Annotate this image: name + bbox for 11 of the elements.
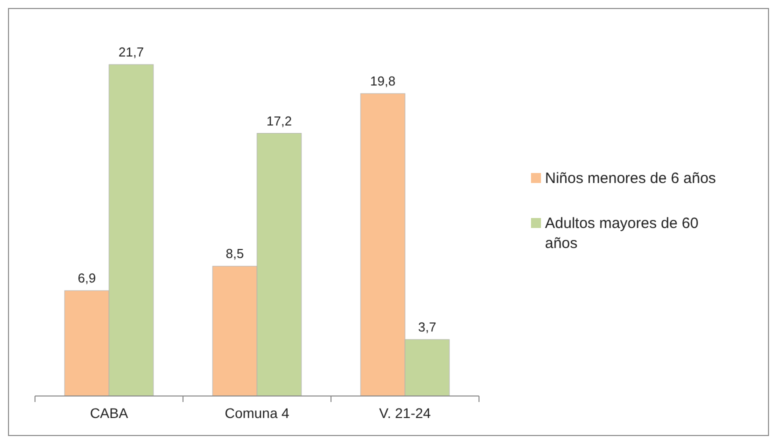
data-label: 17,2 [266,113,292,128]
data-label: 6,9 [78,270,96,286]
data-label: 19,8 [370,74,396,89]
data-label: 21,7 [118,44,144,60]
legend-label: Adultos mayores de 60 años [545,215,698,252]
data-label: 3,7 [418,319,436,334]
x-tick-label: CABA [90,405,129,421]
x-tick-label: V. 21-24 [379,405,432,421]
data-label: 8,5 [226,246,244,262]
legend-label: Niños menores de 6 años [545,170,716,187]
x-tick-label: Comuna 4 [224,405,290,421]
